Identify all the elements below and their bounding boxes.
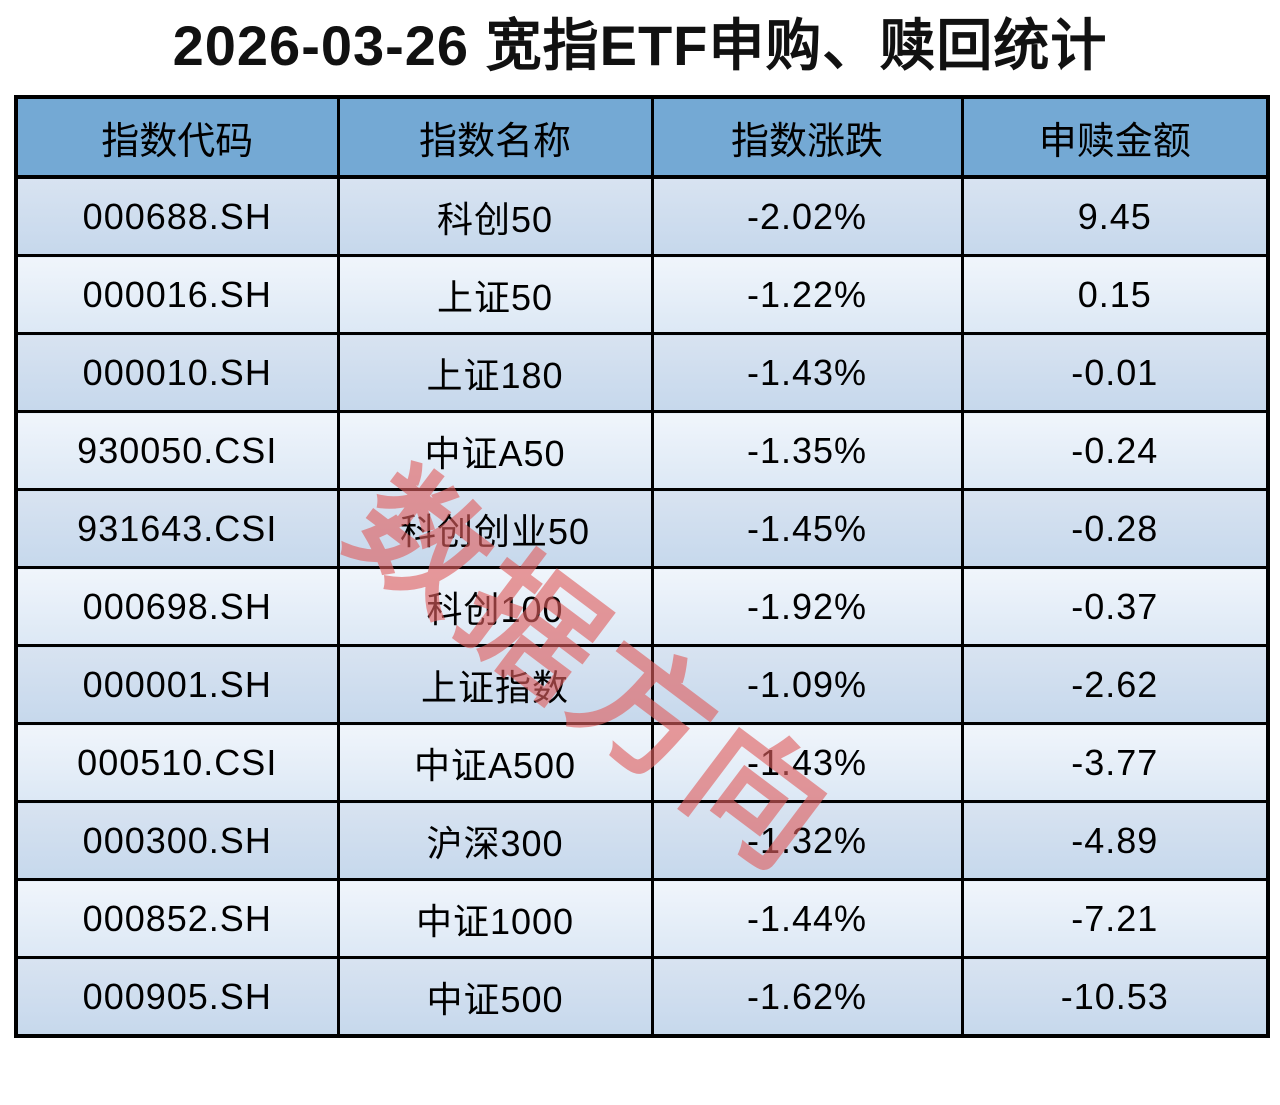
cell-change: -1.32% bbox=[650, 800, 964, 881]
cell-change: -1.35% bbox=[650, 410, 964, 491]
cell-amount: 0.15 bbox=[960, 254, 1270, 335]
cell-name: 上证50 bbox=[336, 254, 654, 335]
cell-code: 000852.SH bbox=[14, 878, 340, 959]
cell-code: 000510.CSI bbox=[14, 722, 340, 803]
cell-name: 科创50 bbox=[336, 175, 654, 257]
cell-code: 000300.SH bbox=[14, 800, 340, 881]
cell-change: -1.45% bbox=[650, 488, 964, 569]
cell-name: 中证A500 bbox=[336, 722, 654, 803]
table-row: 000016.SH 上证50 -1.22% 0.15 bbox=[14, 254, 1270, 335]
cell-code: 000688.SH bbox=[14, 175, 340, 257]
cell-amount: -7.21 bbox=[960, 878, 1270, 959]
cell-amount: -0.28 bbox=[960, 488, 1270, 569]
cell-amount: -4.89 bbox=[960, 800, 1270, 881]
cell-code: 000001.SH bbox=[14, 644, 340, 725]
cell-amount: -0.37 bbox=[960, 566, 1270, 647]
table-row: 931643.CSI 科创创业50 -1.45% -0.28 bbox=[14, 488, 1270, 569]
cell-change: -1.92% bbox=[650, 566, 964, 647]
cell-change: -1.22% bbox=[650, 254, 964, 335]
cell-amount: 9.45 bbox=[960, 175, 1270, 257]
cell-amount: -2.62 bbox=[960, 644, 1270, 725]
cell-code: 000010.SH bbox=[14, 332, 340, 413]
cell-change: -2.02% bbox=[650, 175, 964, 257]
cell-change: -1.43% bbox=[650, 722, 964, 803]
cell-code: 000016.SH bbox=[14, 254, 340, 335]
cell-name: 中证500 bbox=[336, 956, 654, 1038]
cell-amount: -10.53 bbox=[960, 956, 1270, 1038]
cell-code: 930050.CSI bbox=[14, 410, 340, 491]
cell-code: 000905.SH bbox=[14, 956, 340, 1038]
table-row: 930050.CSI 中证A50 -1.35% -0.24 bbox=[14, 410, 1270, 491]
cell-name: 中证A50 bbox=[336, 410, 654, 491]
etf-stats-table: 指数代码 指数名称 指数涨跌 申赎金额 000688.SH 科创50 -2.02% 9… bbox=[14, 95, 1270, 1038]
header-cell-index-change: 指数涨跌 bbox=[650, 95, 964, 179]
cell-code: 931643.CSI bbox=[14, 488, 340, 569]
cell-change: -1.09% bbox=[650, 644, 964, 725]
table-row: 000001.SH 上证指数 -1.09% -2.62 bbox=[14, 644, 1270, 725]
table-row: 000688.SH 科创50 -2.02% 9.45 bbox=[14, 175, 1270, 257]
cell-name: 上证指数 bbox=[336, 644, 654, 725]
header-cell-index-name: 指数名称 bbox=[336, 95, 654, 179]
table-row: 000010.SH 上证180 -1.43% -0.01 bbox=[14, 332, 1270, 413]
cell-code: 000698.SH bbox=[14, 566, 340, 647]
table-row: 000510.CSI 中证A500 -1.43% -3.77 bbox=[14, 722, 1270, 803]
cell-change: -1.44% bbox=[650, 878, 964, 959]
cell-change: -1.43% bbox=[650, 332, 964, 413]
table-row: 000698.SH 科创100 -1.92% -0.37 bbox=[14, 566, 1270, 647]
cell-change: -1.62% bbox=[650, 956, 964, 1038]
cell-amount: -3.77 bbox=[960, 722, 1270, 803]
cell-name: 科创100 bbox=[336, 566, 654, 647]
cell-amount: -0.24 bbox=[960, 410, 1270, 491]
header-cell-index-code: 指数代码 bbox=[14, 95, 340, 179]
cell-amount: -0.01 bbox=[960, 332, 1270, 413]
table-row: 000852.SH 中证1000 -1.44% -7.21 bbox=[14, 878, 1270, 959]
cell-name: 科创创业50 bbox=[336, 488, 654, 569]
table-body: 000688.SH 科创50 -2.02% 9.45 000016.SH 上证50 -1.2… bbox=[14, 175, 1270, 1038]
header-cell-amount: 申赎金额 bbox=[960, 95, 1270, 179]
cell-name: 中证1000 bbox=[336, 878, 654, 959]
table-row: 000905.SH 中证500 -1.62% -10.53 bbox=[14, 956, 1270, 1038]
table-header-row: 指数代码 指数名称 指数涨跌 申赎金额 bbox=[14, 95, 1270, 179]
table-row: 000300.SH 沪深300 -1.32% -4.89 bbox=[14, 800, 1270, 881]
cell-name: 上证180 bbox=[336, 332, 654, 413]
cell-name: 沪深300 bbox=[336, 800, 654, 881]
page-title: 2026-03-26 宽指ETF申购、赎回统计 bbox=[172, 14, 1108, 77]
